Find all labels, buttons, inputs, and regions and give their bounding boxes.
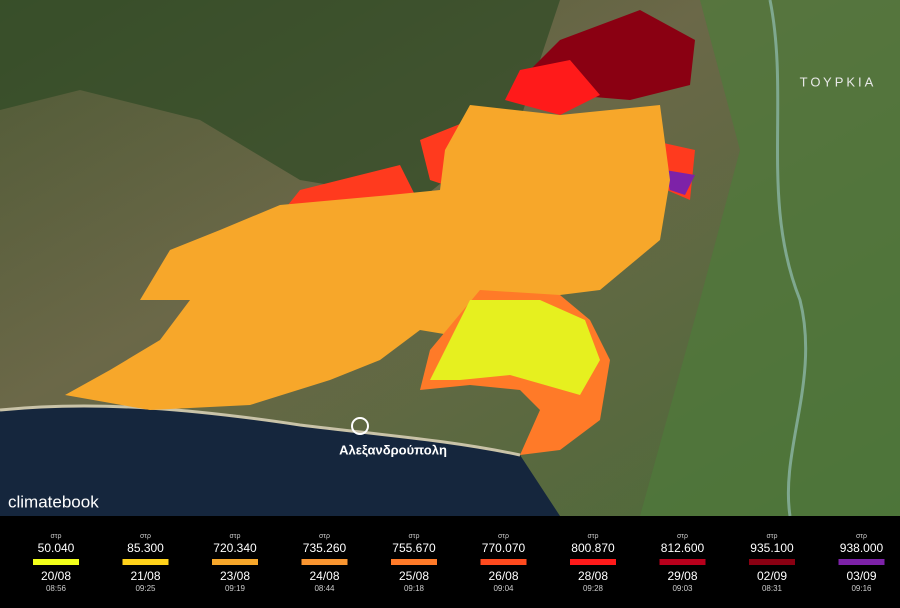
legend-area: 800.870 xyxy=(571,541,615,555)
legend-swatch xyxy=(570,559,616,565)
legend-time: 08:31 xyxy=(762,584,783,593)
legend-area: 735.260 xyxy=(303,541,347,555)
legend-date: 03/09 xyxy=(846,569,876,583)
map: Αλεξανδρούπολη ΤΟΥΡΚΙΑ climatebook xyxy=(0,0,900,517)
burn-area xyxy=(280,120,695,215)
legend-area: 938.000 xyxy=(840,541,884,555)
legend-area: 720.340 xyxy=(213,541,257,555)
burn-area xyxy=(430,300,600,395)
legend-unit: στρ xyxy=(677,533,688,540)
legend-time: 08:44 xyxy=(314,584,335,593)
legend-unit: στρ xyxy=(587,533,598,540)
legend-area: 812.600 xyxy=(661,541,705,555)
legend-time: 09:18 xyxy=(404,584,425,593)
legend-area: 755.670 xyxy=(392,541,436,555)
legend-date: 02/09 xyxy=(757,569,787,583)
legend-area: 935.100 xyxy=(750,541,794,555)
legend-unit: στρ xyxy=(140,533,151,540)
burn-area xyxy=(505,60,600,115)
legend-time: 09:25 xyxy=(135,584,156,593)
legend-date: 28/08 xyxy=(578,569,608,583)
legend-swatch xyxy=(749,559,795,565)
forest xyxy=(0,0,560,200)
city-marker xyxy=(351,417,369,435)
coastline xyxy=(0,404,521,457)
legend-swatch xyxy=(391,559,437,565)
burn-area xyxy=(65,105,670,410)
legend-unit: στρ xyxy=(408,533,419,540)
legend-swatch xyxy=(838,559,885,565)
legend-date: 20/08 xyxy=(41,569,71,583)
legend-date: 24/08 xyxy=(309,569,339,583)
legend-date: 23/08 xyxy=(220,569,250,583)
legend-unit: στρ xyxy=(319,533,330,540)
legend-unit: στρ xyxy=(498,533,509,540)
legend-swatch xyxy=(480,559,527,565)
legend-unit: στρ xyxy=(766,533,777,540)
fields xyxy=(640,0,900,516)
legend-date: 29/08 xyxy=(667,569,697,583)
legend-unit: στρ xyxy=(50,533,61,540)
legend-date: 21/08 xyxy=(130,569,160,583)
legend-swatch xyxy=(301,559,348,565)
sea xyxy=(0,405,560,516)
legend-swatch xyxy=(212,559,258,565)
legend-time: 09:28 xyxy=(583,584,604,593)
legend-time: 09:16 xyxy=(851,584,872,593)
burn-area xyxy=(665,170,695,195)
country-label: ΤΟΥΡΚΙΑ xyxy=(800,74,877,89)
legend-date: 25/08 xyxy=(399,569,429,583)
logo: climatebook xyxy=(8,492,99,511)
city-label: Αλεξανδρούπολη xyxy=(339,442,447,457)
legend-swatch xyxy=(122,559,169,565)
legend-area: 85.300 xyxy=(127,541,164,555)
legend-time: 09:04 xyxy=(493,584,514,593)
legend-area: 770.070 xyxy=(482,541,526,555)
legend-time: 08:56 xyxy=(46,584,67,593)
river xyxy=(768,0,808,517)
legend-swatch xyxy=(33,559,79,565)
legend-area: 50.040 xyxy=(38,541,75,555)
legend-unit: στρ xyxy=(229,533,240,540)
legend-time: 09:03 xyxy=(672,584,693,593)
legend-unit: στρ xyxy=(856,533,867,540)
legend-time: 09:19 xyxy=(225,584,246,593)
legend-date: 26/08 xyxy=(488,569,518,583)
legend-swatch xyxy=(659,559,706,565)
